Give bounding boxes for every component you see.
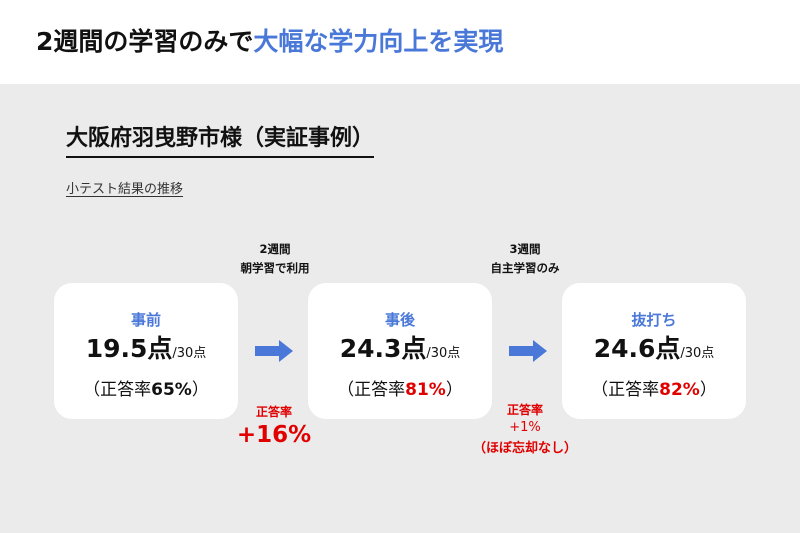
card-rate: （正答率82%） [562, 375, 746, 400]
delta-second: 正答率 +1% （ほぼ忘却なし） [450, 401, 600, 456]
score-denominator: /30点 [172, 346, 207, 361]
right-arrow-icon [509, 340, 547, 362]
score-value: 19.5点 [85, 334, 173, 363]
period-duration: 3週間 [509, 242, 541, 256]
rate-value: 82% [659, 380, 700, 400]
page-title-part2: 大幅な学力向上を実現 [253, 27, 504, 56]
card-label: 事後 [384, 311, 415, 329]
delta-first: 正答率 +16% [224, 403, 324, 448]
case-title: 大阪府羽曳野市様（実証事例） [66, 120, 375, 158]
score-value: 24.6点 [593, 334, 681, 363]
period-usage: 自主学習のみ [490, 261, 560, 275]
rate-suffix: ） [699, 380, 717, 400]
rate-value: 81% [405, 380, 446, 400]
score-value: 24.3点 [339, 334, 427, 363]
score-card-before: 事前 19.5点/30点 （正答率65%） [54, 283, 238, 419]
rate-prefix: （正答率 [337, 380, 406, 400]
rate-suffix: ） [445, 380, 463, 400]
rate-prefix: （正答率 [83, 380, 152, 400]
score-denominator: /30点 [426, 346, 461, 361]
header: 2週間の学習のみで大幅な学力向上を実現 [0, 0, 800, 84]
delta-value: +1% [509, 420, 541, 435]
score-denominator: /30点 [680, 346, 715, 361]
card-label: 事前 [130, 311, 161, 329]
period-label-1: 2週間 朝学習で利用 [220, 240, 330, 278]
period-duration: 2週間 [259, 242, 291, 256]
page-title-part1: 2週間の学習のみで [36, 27, 254, 56]
card-score: 19.5点/30点 [54, 334, 238, 369]
right-arrow-icon [255, 340, 293, 362]
delta-value: +16% [236, 422, 312, 448]
rate-value: 65% [151, 380, 192, 400]
rate-suffix: ） [191, 380, 209, 400]
card-rate: （正答率81%） [308, 375, 492, 400]
rate-prefix: （正答率 [591, 380, 660, 400]
delta-note: （ほぼ忘却なし） [472, 441, 577, 456]
page-title: 2週間の学習のみで大幅な学力向上を実現 [36, 22, 503, 58]
period-usage: 朝学習で利用 [240, 261, 310, 275]
delta-label: 正答率 [255, 405, 292, 419]
score-card-after: 事後 24.3点/30点 （正答率81%） [308, 283, 492, 419]
results-subtitle: 小テスト結果の推移 [66, 182, 184, 197]
card-score: 24.6点/30点 [562, 334, 746, 369]
period-label-2: 3週間 自主学習のみ [470, 240, 580, 278]
card-score: 24.3点/30点 [308, 334, 492, 369]
card-label: 抜打ち [631, 311, 677, 329]
score-card-surprise: 抜打ち 24.6点/30点 （正答率82%） [562, 283, 746, 419]
card-rate: （正答率65%） [54, 375, 238, 400]
delta-label: 正答率 [506, 403, 543, 417]
